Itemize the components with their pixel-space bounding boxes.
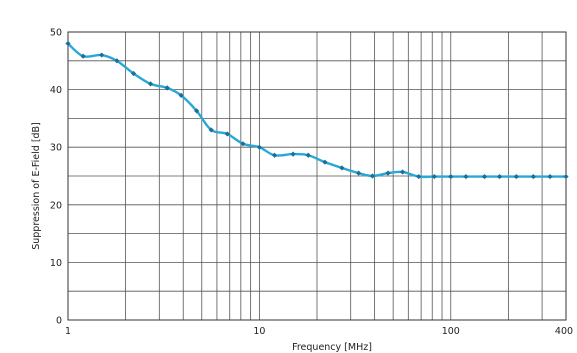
data-point bbox=[290, 151, 296, 157]
data-point bbox=[513, 173, 519, 180]
data-point bbox=[339, 165, 345, 171]
y-tick-label: 0 bbox=[56, 316, 62, 327]
y-tick-label: 10 bbox=[50, 258, 62, 269]
data-point bbox=[256, 144, 262, 150]
data-point bbox=[65, 40, 71, 47]
y-tick-label: 20 bbox=[50, 200, 62, 211]
y-axis-label: Suppression of E-Field [dB] bbox=[31, 122, 42, 250]
data-point bbox=[271, 152, 278, 158]
data-point bbox=[399, 169, 406, 175]
data-point bbox=[563, 173, 569, 180]
data-point bbox=[99, 52, 105, 58]
data-point bbox=[385, 170, 391, 176]
data-point bbox=[178, 92, 184, 98]
x-tick-label: 100 bbox=[442, 326, 460, 337]
x-tick-label: 400 bbox=[555, 326, 573, 337]
data-point bbox=[356, 170, 362, 176]
data-point bbox=[530, 173, 536, 180]
data-point bbox=[369, 173, 376, 179]
data-point bbox=[164, 85, 170, 91]
data-point bbox=[130, 70, 137, 77]
data-point bbox=[147, 81, 154, 87]
data-point bbox=[80, 53, 86, 59]
data-point bbox=[448, 173, 454, 180]
series bbox=[65, 40, 569, 180]
y-tick-label: 40 bbox=[50, 85, 62, 96]
x-tick-label: 1 bbox=[65, 326, 71, 337]
x-axis-label: Frequency [MHz] bbox=[292, 342, 372, 353]
data-point bbox=[305, 152, 311, 158]
data-point bbox=[416, 173, 422, 180]
data-point bbox=[322, 159, 328, 165]
data-point bbox=[194, 108, 200, 114]
y-tick-label: 50 bbox=[50, 28, 62, 39]
data-point bbox=[497, 173, 503, 180]
x-tick-label: 10 bbox=[253, 326, 265, 337]
data-point bbox=[463, 173, 469, 180]
tick-labels: 0 10 20 30 40 50 1 10 100 400 bbox=[50, 28, 573, 338]
data-point bbox=[224, 131, 230, 137]
data-point bbox=[208, 127, 214, 133]
data-point bbox=[114, 58, 120, 64]
data-point bbox=[481, 173, 488, 180]
y-tick-label: 30 bbox=[50, 143, 62, 154]
data-point bbox=[240, 141, 246, 147]
data-point bbox=[431, 173, 437, 180]
data-point bbox=[547, 173, 553, 180]
